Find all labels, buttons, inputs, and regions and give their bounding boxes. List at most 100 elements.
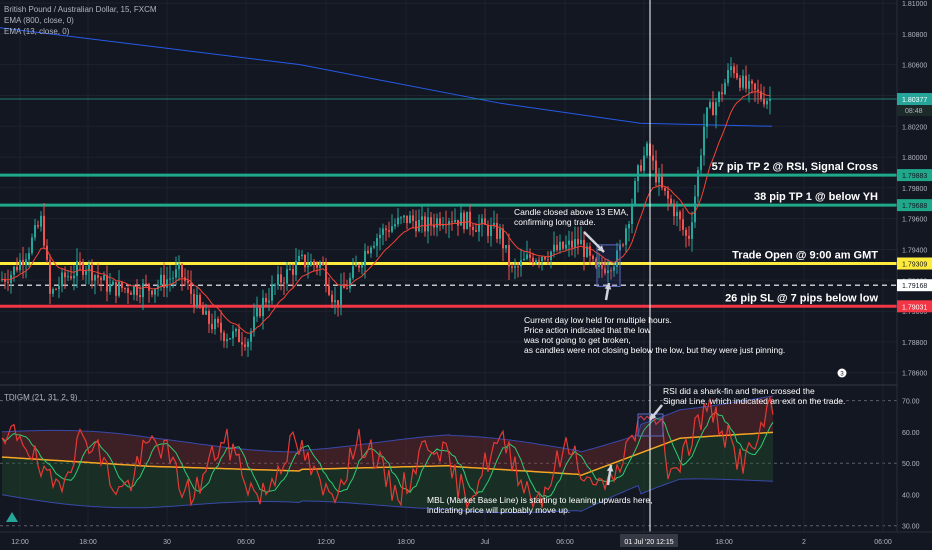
candle-body <box>586 246 588 257</box>
price-tick-label: 1.80600 <box>902 63 927 70</box>
volatility-bands <box>1 395 774 514</box>
ema-13-line <box>1 91 771 334</box>
candle-body <box>322 263 324 265</box>
candle-body <box>256 307 258 317</box>
candle-body <box>169 278 171 280</box>
candle-body <box>640 165 642 171</box>
candle-body <box>52 289 54 294</box>
candle-body <box>697 170 699 197</box>
candle-body <box>583 239 585 257</box>
price-tick-label: 1.79800 <box>902 186 927 193</box>
price-tick-label: 1.80200 <box>902 124 927 131</box>
candle-body <box>49 259 51 294</box>
candle-body <box>421 216 423 220</box>
candle-body <box>712 102 714 116</box>
candle-body <box>757 89 759 92</box>
market-base-line <box>1 431 774 477</box>
candle-body <box>577 239 579 245</box>
candle-body <box>268 300 270 303</box>
time-tick-label: 06:00 <box>556 539 574 546</box>
rsi-note-line: Signal Line, which indicated an exit on … <box>663 396 845 406</box>
candle-body <box>418 219 420 232</box>
candle-body <box>610 270 612 272</box>
candle-body <box>562 241 564 249</box>
candle-body <box>556 244 558 251</box>
candle-body <box>409 215 411 224</box>
candle-body <box>250 331 252 342</box>
candle-body <box>205 311 207 315</box>
drawing-marks <box>583 231 664 486</box>
chart-title: British Pound / Australian Dollar, 15, F… <box>4 5 157 14</box>
candlesticks[interactable] <box>1 57 771 358</box>
candle-body <box>679 211 681 220</box>
day-low-note-line: as candles were not closing below the lo… <box>524 345 785 355</box>
candle-body <box>511 266 513 268</box>
candle-body <box>529 254 531 258</box>
candle-body <box>28 253 30 260</box>
candle-body <box>187 280 189 283</box>
level-text-tp1: 38 pip TP 1 @ below YH <box>754 191 878 203</box>
candle-body <box>505 245 507 249</box>
candle-body <box>259 307 261 317</box>
candle-body <box>379 234 381 239</box>
candle-body <box>298 255 300 261</box>
candle-body <box>181 264 183 278</box>
time-axis[interactable]: 12:0018:003006:0012:0018:00Jul06:0012:00… <box>0 531 932 550</box>
candle-body <box>400 217 402 219</box>
candle-body <box>466 211 468 230</box>
candle-body <box>538 260 540 262</box>
time-tick-label: 12:00 <box>317 539 335 546</box>
candle-body <box>133 285 135 295</box>
level-tag-tp2 <box>897 169 932 182</box>
candle-body <box>112 281 114 286</box>
level-text-tp2: 57 pip TP 2 @ RSI, Signal Cross <box>712 161 878 173</box>
candle-body <box>202 306 204 315</box>
candle-body <box>559 241 561 251</box>
candle-body <box>604 268 606 274</box>
candle-body <box>760 91 762 99</box>
candle-body <box>160 274 162 285</box>
candle-body <box>94 275 96 281</box>
candle-body <box>754 83 756 90</box>
candle-body <box>343 284 345 289</box>
rsi-note-line: RSI did a shark-fin and then crossed the <box>663 386 815 396</box>
candle-body <box>358 265 360 268</box>
logo-icon[interactable] <box>6 512 18 522</box>
legend-ema-13: EMA (13, close, 0) <box>4 27 70 36</box>
candle-body <box>70 276 72 279</box>
candle-body <box>40 215 42 227</box>
candle-body <box>592 255 594 260</box>
candle-body <box>613 266 615 271</box>
candle-body <box>370 247 372 254</box>
day-low-note-line: was not going to get broken, <box>523 335 631 345</box>
price-axis[interactable]: 1.810001.808001.806001.804001.802001.800… <box>896 0 932 550</box>
candle-body <box>217 318 219 323</box>
candle-body <box>403 215 405 218</box>
candle-body <box>310 261 312 266</box>
candle-body <box>484 218 486 225</box>
candle-body <box>67 276 69 278</box>
candle-body <box>61 272 63 287</box>
candle-body <box>199 294 201 307</box>
candle-body <box>388 230 390 232</box>
candle-body <box>121 281 123 289</box>
candle-body <box>517 266 519 268</box>
time-tick-label: 18:00 <box>397 539 415 546</box>
candle-body <box>463 212 465 230</box>
time-tick-label: 06:00 <box>874 539 892 546</box>
candle-body <box>208 311 210 324</box>
candle-body <box>634 180 636 205</box>
candle-body <box>433 224 435 228</box>
time-tick-label: 06:00 <box>237 539 255 546</box>
alert-badge[interactable] <box>837 368 847 378</box>
candle-body <box>316 264 318 268</box>
candle-body <box>454 219 456 223</box>
candle-body <box>175 269 177 278</box>
candle-body <box>391 226 393 232</box>
candle-body <box>115 281 117 296</box>
legend-ema-800: EMA (800, close, 0) <box>4 16 74 25</box>
candle-body <box>220 322 222 333</box>
annotations: 57 pip TP 2 @ RSI, Signal Cross 38 pip TP… <box>6 161 878 522</box>
candle-body <box>439 218 441 226</box>
